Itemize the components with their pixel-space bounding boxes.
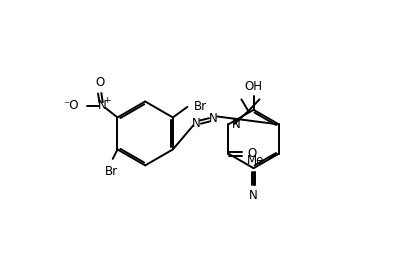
Text: N: N xyxy=(98,99,107,112)
Text: N: N xyxy=(249,189,258,202)
Text: OH: OH xyxy=(245,80,263,93)
Text: +: + xyxy=(103,96,110,105)
Text: O: O xyxy=(247,147,256,160)
Text: N: N xyxy=(192,117,201,130)
Text: O: O xyxy=(95,76,105,90)
Text: ⁻O: ⁻O xyxy=(63,99,79,112)
Text: Me: Me xyxy=(246,154,264,167)
Text: N: N xyxy=(209,112,218,125)
Text: N: N xyxy=(232,118,240,131)
Text: Br: Br xyxy=(105,165,118,178)
Text: Br: Br xyxy=(194,100,207,113)
